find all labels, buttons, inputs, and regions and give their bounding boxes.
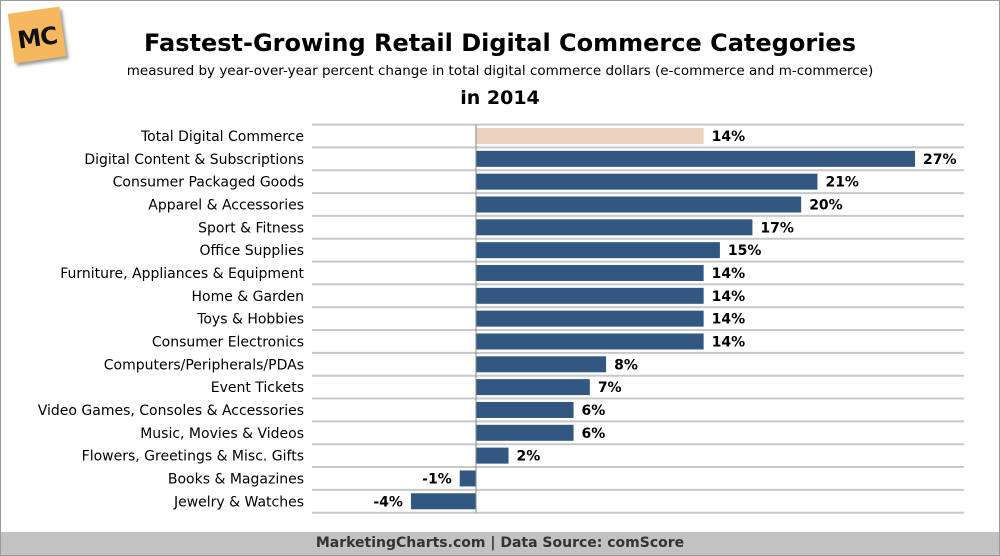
category-label: Total Digital Commerce — [140, 129, 304, 145]
category-label: Digital Content & Subscriptions — [84, 152, 304, 168]
value-label: 14% — [712, 334, 746, 350]
category-label: Consumer Electronics — [152, 334, 304, 350]
bar — [476, 242, 720, 259]
chart-title: Fastest-Growing Retail Digital Commerce … — [144, 29, 856, 57]
category-label: Toys & Hobbies — [196, 312, 304, 328]
category-label: Jewelry & Watches — [173, 494, 304, 510]
bar — [476, 356, 607, 373]
value-label: 7% — [598, 380, 622, 396]
bar — [459, 470, 476, 487]
category-label: Event Tickets — [211, 380, 304, 396]
value-label: 14% — [712, 266, 746, 282]
bar — [476, 379, 590, 396]
value-label: -1% — [422, 471, 452, 487]
bar — [476, 310, 704, 327]
chart-period: in 2014 — [460, 87, 540, 109]
category-label: Sport & Fitness — [198, 220, 304, 236]
value-label: 20% — [809, 197, 843, 213]
bar-chart: Total Digital Commerce 14% Digital Content… — [38, 123, 964, 514]
value-label: 6% — [582, 426, 606, 442]
category-label: Books & Magazines — [168, 471, 304, 487]
bar — [410, 493, 476, 510]
value-label: 14% — [712, 289, 746, 305]
bar — [476, 219, 753, 236]
value-label: 6% — [582, 403, 606, 419]
value-label: 17% — [760, 220, 794, 236]
category-label: Home & Garden — [192, 289, 304, 305]
bar — [476, 424, 574, 441]
category-label: Flowers, Greetings & Misc. Gifts — [82, 449, 304, 465]
category-label: Music, Movies & Videos — [140, 426, 304, 442]
bar — [476, 287, 704, 304]
category-label: Computers/Peripherals/PDAs — [104, 357, 304, 373]
category-label: Furniture, Appliances & Equipment — [60, 266, 304, 282]
category-label: Video Games, Consoles & Accessories — [38, 403, 304, 419]
bar — [476, 150, 916, 167]
value-label: 2% — [517, 449, 541, 465]
footer-source: MarketingCharts.com | Data Source: comSc… — [1, 532, 999, 555]
bar — [476, 447, 509, 464]
bar — [476, 333, 704, 350]
chart-subtitle: measured by year-over-year percent chang… — [126, 63, 874, 79]
category-label: Consumer Packaged Goods — [113, 175, 304, 191]
bar — [476, 173, 818, 190]
category-label: Office Supplies — [199, 243, 304, 259]
value-label: 27% — [923, 152, 957, 168]
value-label: -4% — [373, 494, 403, 510]
bar — [476, 128, 704, 144]
value-label: 14% — [712, 129, 746, 145]
bar — [476, 196, 802, 213]
bar — [476, 264, 704, 281]
value-label: 21% — [825, 175, 859, 191]
value-label: 14% — [712, 312, 746, 328]
category-label: Apparel & Accessories — [148, 197, 304, 213]
value-label: 8% — [614, 357, 638, 373]
value-label: 15% — [728, 243, 762, 259]
bar — [476, 401, 574, 418]
